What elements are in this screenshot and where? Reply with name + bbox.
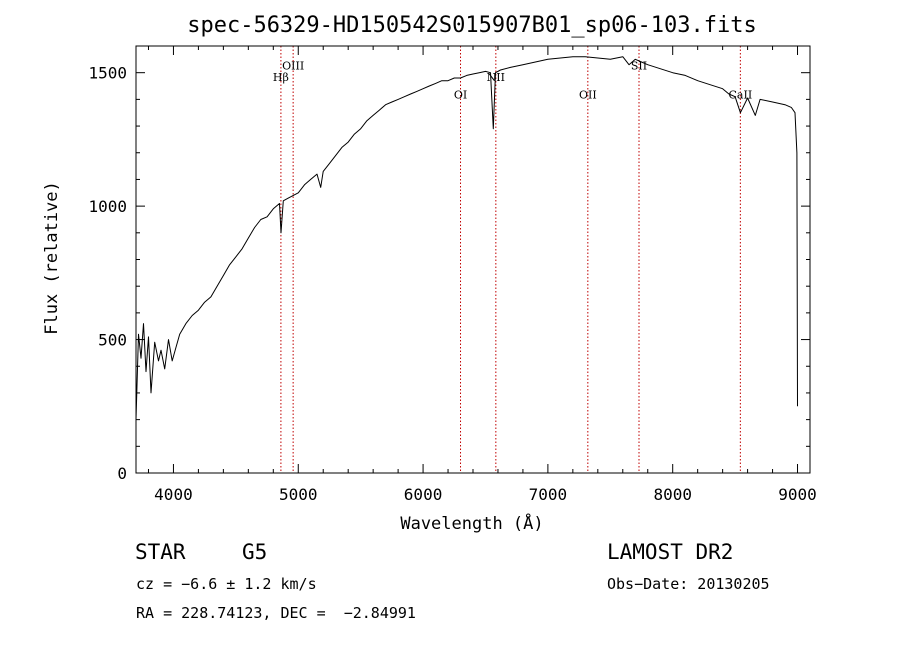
survey-name: LAMOST DR2 — [607, 540, 734, 564]
x-tick-label: 6000 — [404, 485, 443, 504]
x-axis-label: Wavelength (Å) — [400, 512, 543, 534]
line-label: OIII — [282, 59, 304, 72]
y-tick-label: 0 — [117, 464, 127, 483]
y-axis-label: Flux (relative) — [42, 181, 62, 335]
spectrum-line — [135, 56, 798, 420]
y-tick-label: 500 — [98, 331, 127, 350]
obs-date: Obs−Date: 20130205 — [607, 575, 770, 593]
y-tick-label: 1500 — [88, 64, 127, 83]
plot-frame — [135, 45, 811, 474]
x-tick-label: 4000 — [154, 485, 193, 504]
subclass: G5 — [242, 540, 268, 564]
redshift-info: cz = −6.6 ± 1.2 km/s — [136, 575, 317, 593]
coordinates: RA = 228.74123, DEC = −2.84991 — [136, 604, 416, 622]
line-label: Hβ — [273, 71, 289, 84]
chart-title: spec-56329-HD150542S015907B01_sp06-103.f… — [187, 13, 757, 38]
line-label: CaII — [729, 89, 753, 102]
x-tick-label: 9000 — [778, 485, 817, 504]
line-label: OII — [579, 89, 597, 102]
line-label: OI — [454, 89, 467, 102]
object-class: STAR — [135, 540, 186, 564]
x-tick-label: 7000 — [529, 485, 568, 504]
x-tick-label: 5000 — [279, 485, 318, 504]
x-tick-label: 8000 — [653, 485, 692, 504]
y-tick-label: 1000 — [88, 197, 127, 216]
